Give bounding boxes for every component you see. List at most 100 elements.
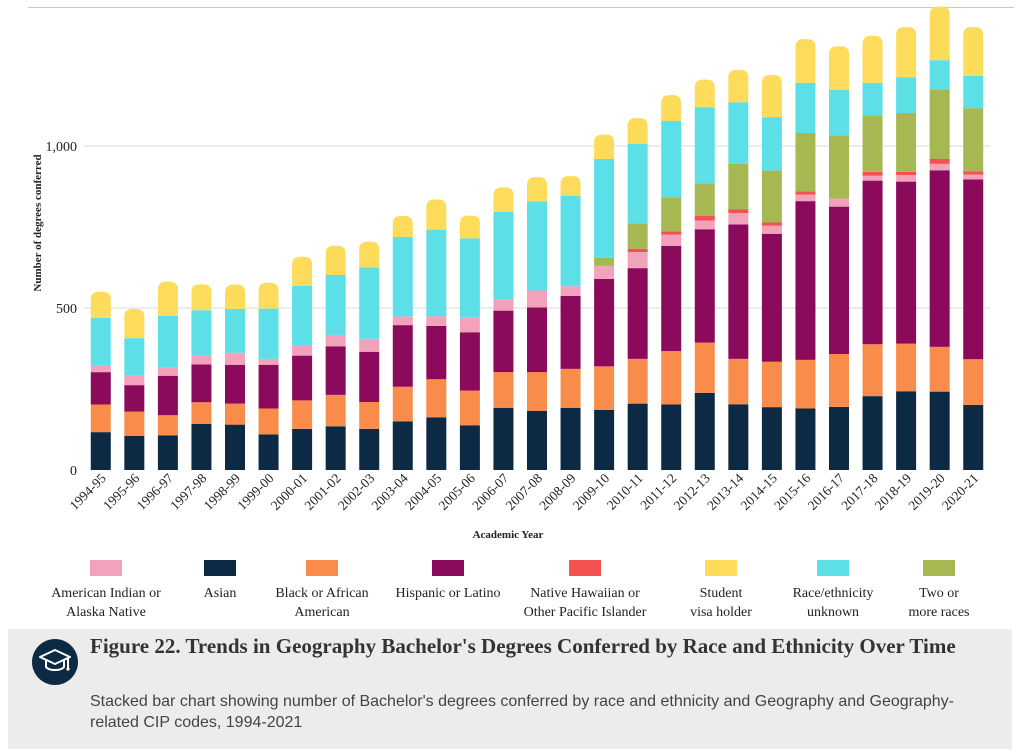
bar-segment-black-or-african-american	[829, 354, 849, 407]
legend-swatch	[306, 560, 338, 576]
bar-segment-student-visa-holder	[392, 215, 413, 238]
bar-segment-black-or-african-american	[292, 400, 313, 429]
bar-segment-american-indian-or-alaska-native	[459, 317, 480, 333]
bar-segment-student-visa-holder	[493, 187, 514, 212]
legend-label: Race/ethnicity unknown	[792, 586, 874, 620]
bar-segment-american-indian-or-alaska-native	[560, 286, 581, 297]
bar-segment-student-visa-holder	[694, 79, 715, 108]
bar-segment-black-or-african-american	[459, 390, 480, 426]
x-tick-label: 2000-01	[268, 471, 310, 513]
bar-segment-hispanic-or-latino	[594, 278, 615, 367]
bar-segment-race-ethnicity-unknown	[124, 338, 145, 376]
bar-segment-hispanic-or-latino	[829, 206, 849, 355]
bar-segment-student-visa-holder	[325, 245, 346, 275]
bar-segment-asian	[963, 404, 984, 470]
x-tick-label: 2006-07	[469, 470, 512, 513]
bar-segment-student-visa-holder	[527, 177, 547, 202]
bar-segment-american-indian-or-alaska-native	[594, 265, 615, 279]
bar-segment-black-or-african-american	[661, 351, 682, 405]
bar-segment-student-visa-holder	[258, 282, 279, 309]
x-axis-title: Academic Year	[473, 529, 544, 541]
x-tick-label: 2010-11	[604, 471, 646, 513]
bar-segment-race-ethnicity-unknown	[90, 317, 111, 366]
y-axis-title: Number of degrees conferred	[32, 154, 44, 291]
bar-segment-asian	[325, 426, 346, 470]
bar-segment-student-visa-holder	[661, 95, 682, 122]
bar-segment-american-indian-or-alaska-native	[661, 234, 682, 246]
bar-segment-student-visa-holder	[157, 281, 178, 316]
bar-segment-black-or-african-american	[258, 408, 279, 435]
legend-label: Hispanic or Latino	[395, 586, 501, 601]
bar-segment-two-or-more-races	[896, 112, 917, 172]
legend-item: Asian	[145, 560, 295, 603]
bar-segment-native-hawaiian-or-other-pacific-islander	[728, 209, 749, 214]
bar-segment-native-hawaiian-or-other-pacific-islander	[929, 158, 950, 164]
legend-swatch	[569, 560, 601, 576]
bar-segment-native-hawaiian-or-other-pacific-islander	[627, 248, 648, 252]
bar-segment-black-or-african-american	[862, 344, 883, 397]
bar-segment-race-ethnicity-unknown	[493, 211, 514, 300]
x-tick-label: 2009-10	[570, 470, 613, 513]
bar-segment-student-visa-holder	[225, 284, 245, 309]
legend-swatch	[817, 560, 849, 576]
bar-segment-race-ethnicity-unknown	[359, 267, 380, 339]
bar-segment-asian	[929, 391, 950, 470]
bar-segment-american-indian-or-alaska-native	[157, 367, 178, 376]
bar-segment-black-or-african-american	[761, 361, 782, 408]
bar-segment-student-visa-holder	[862, 35, 883, 83]
bar-segment-american-indian-or-alaska-native	[258, 358, 279, 365]
bar-segment-race-ethnicity-unknown	[761, 117, 782, 171]
bar-segment-hispanic-or-latino	[459, 332, 480, 391]
bar-segment-hispanic-or-latino	[493, 310, 514, 373]
bar-segment-student-visa-holder	[795, 39, 816, 83]
bar-segment-two-or-more-races	[728, 163, 749, 210]
bar-segment-asian	[694, 392, 715, 470]
legend-swatch	[204, 560, 236, 576]
bar-segment-race-ethnicity-unknown	[963, 75, 984, 109]
bar-segment-hispanic-or-latino	[325, 346, 346, 395]
figure-caption: Figure 22. Trends in Geography Bachelor'…	[8, 629, 1012, 749]
bar-segment-asian	[157, 435, 178, 470]
bar-segment-american-indian-or-alaska-native	[493, 299, 514, 311]
legend-item: Two or more races	[864, 560, 1014, 622]
bar-segment-student-visa-holder	[896, 27, 917, 78]
bar-segment-asian	[124, 435, 145, 470]
bar-segment-student-visa-holder	[829, 46, 849, 90]
bar-segment-hispanic-or-latino	[963, 179, 984, 360]
legend-label: Native Hawaiian or Other Pacific Islande…	[523, 586, 647, 620]
bar-segment-american-indian-or-alaska-native	[90, 365, 111, 373]
bar-segment-black-or-african-american	[493, 372, 514, 408]
bar-segment-american-indian-or-alaska-native	[795, 194, 816, 202]
bar-segment-black-or-african-american	[191, 402, 212, 424]
bar-segment-black-or-african-american	[627, 358, 648, 404]
bar-segment-student-visa-holder	[929, 6, 950, 61]
bar-segment-race-ethnicity-unknown	[292, 285, 313, 346]
x-tick-label: 2015-16	[771, 470, 814, 513]
legend-label: Asian	[203, 586, 237, 601]
x-tick-label: 1998-99	[201, 470, 244, 513]
bar-segment-native-hawaiian-or-other-pacific-islander	[963, 171, 984, 175]
x-tick-label: 2008-09	[536, 470, 579, 513]
bar-segment-race-ethnicity-unknown	[459, 238, 480, 318]
bar-segment-black-or-african-american	[560, 368, 581, 408]
bar-segment-hispanic-or-latino	[661, 245, 682, 352]
legend-swatch	[90, 560, 122, 576]
x-tick-label: 2007-08	[503, 470, 546, 513]
bar-segment-student-visa-holder	[761, 75, 782, 118]
bar-segment-black-or-african-american	[527, 372, 547, 412]
bar-segment-student-visa-holder	[459, 215, 480, 239]
y-tick-label: 0	[70, 464, 77, 479]
bar-segment-hispanic-or-latino	[761, 233, 782, 362]
bar-segment-hispanic-or-latino	[225, 364, 245, 404]
bar-segment-hispanic-or-latino	[392, 325, 413, 387]
bar-segment-student-visa-holder	[560, 176, 581, 196]
bar-segment-race-ethnicity-unknown	[728, 102, 749, 164]
bar-segment-native-hawaiian-or-other-pacific-islander	[896, 171, 917, 176]
bar-segment-hispanic-or-latino	[258, 364, 279, 409]
bar-segment-asian	[225, 424, 245, 470]
x-tick-label: 2004-05	[402, 470, 445, 513]
bar-segment-student-visa-holder	[90, 291, 111, 318]
bar-segment-asian	[728, 404, 749, 470]
bar-segment-asian	[829, 406, 849, 470]
